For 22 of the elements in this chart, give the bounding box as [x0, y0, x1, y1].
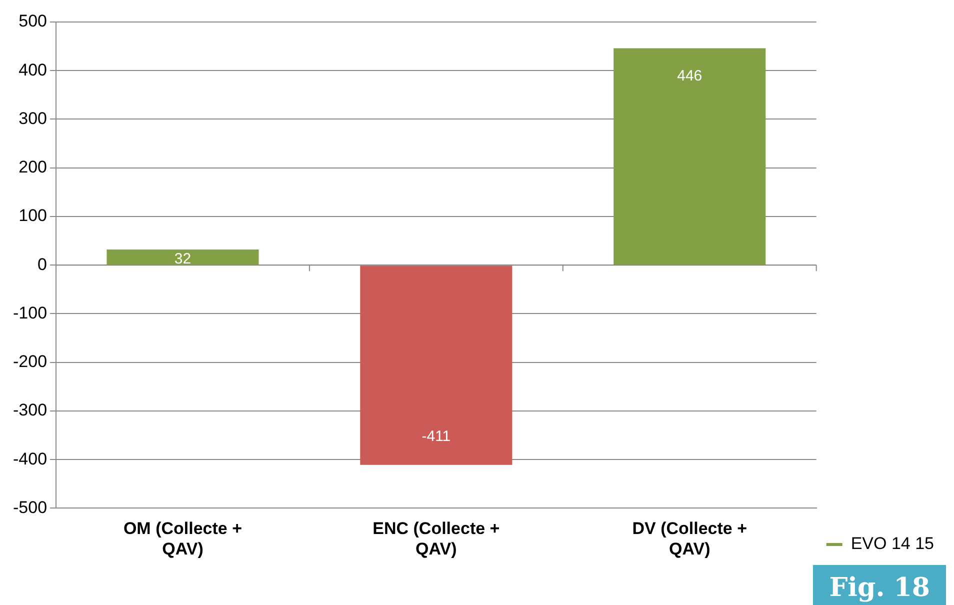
x-tick-label: OM (Collecte + QAV) [123, 519, 242, 558]
y-tick-label: -100 [12, 303, 48, 322]
y-tick-label: -200 [12, 352, 48, 372]
caption: Fig. 18 [813, 565, 946, 605]
y-tick-label: 200 [18, 158, 48, 177]
y-tick-label: -400 [12, 449, 48, 468]
y-tick-label: 0 [38, 254, 48, 274]
bar [360, 266, 512, 465]
y-tick-label: -300 [12, 400, 48, 420]
y-tick-label: 100 [18, 206, 48, 226]
y-tick-label: 400 [18, 60, 48, 80]
y-tick-label: -500 [12, 498, 48, 517]
data-label: -411 [422, 428, 451, 446]
x-tick-label: DV (Collecte + QAV) [632, 519, 748, 558]
y-tick-label: 300 [18, 108, 48, 128]
bar [614, 48, 766, 265]
data-label: 32 [174, 250, 192, 268]
y-tick-label: 500 [18, 12, 48, 31]
legend-label: EVO 14 15 [850, 534, 934, 554]
bar [106, 250, 259, 265]
x-tick-label: ENC (Collecte + QAV) [372, 519, 500, 558]
data-label: 446 [677, 67, 702, 84]
